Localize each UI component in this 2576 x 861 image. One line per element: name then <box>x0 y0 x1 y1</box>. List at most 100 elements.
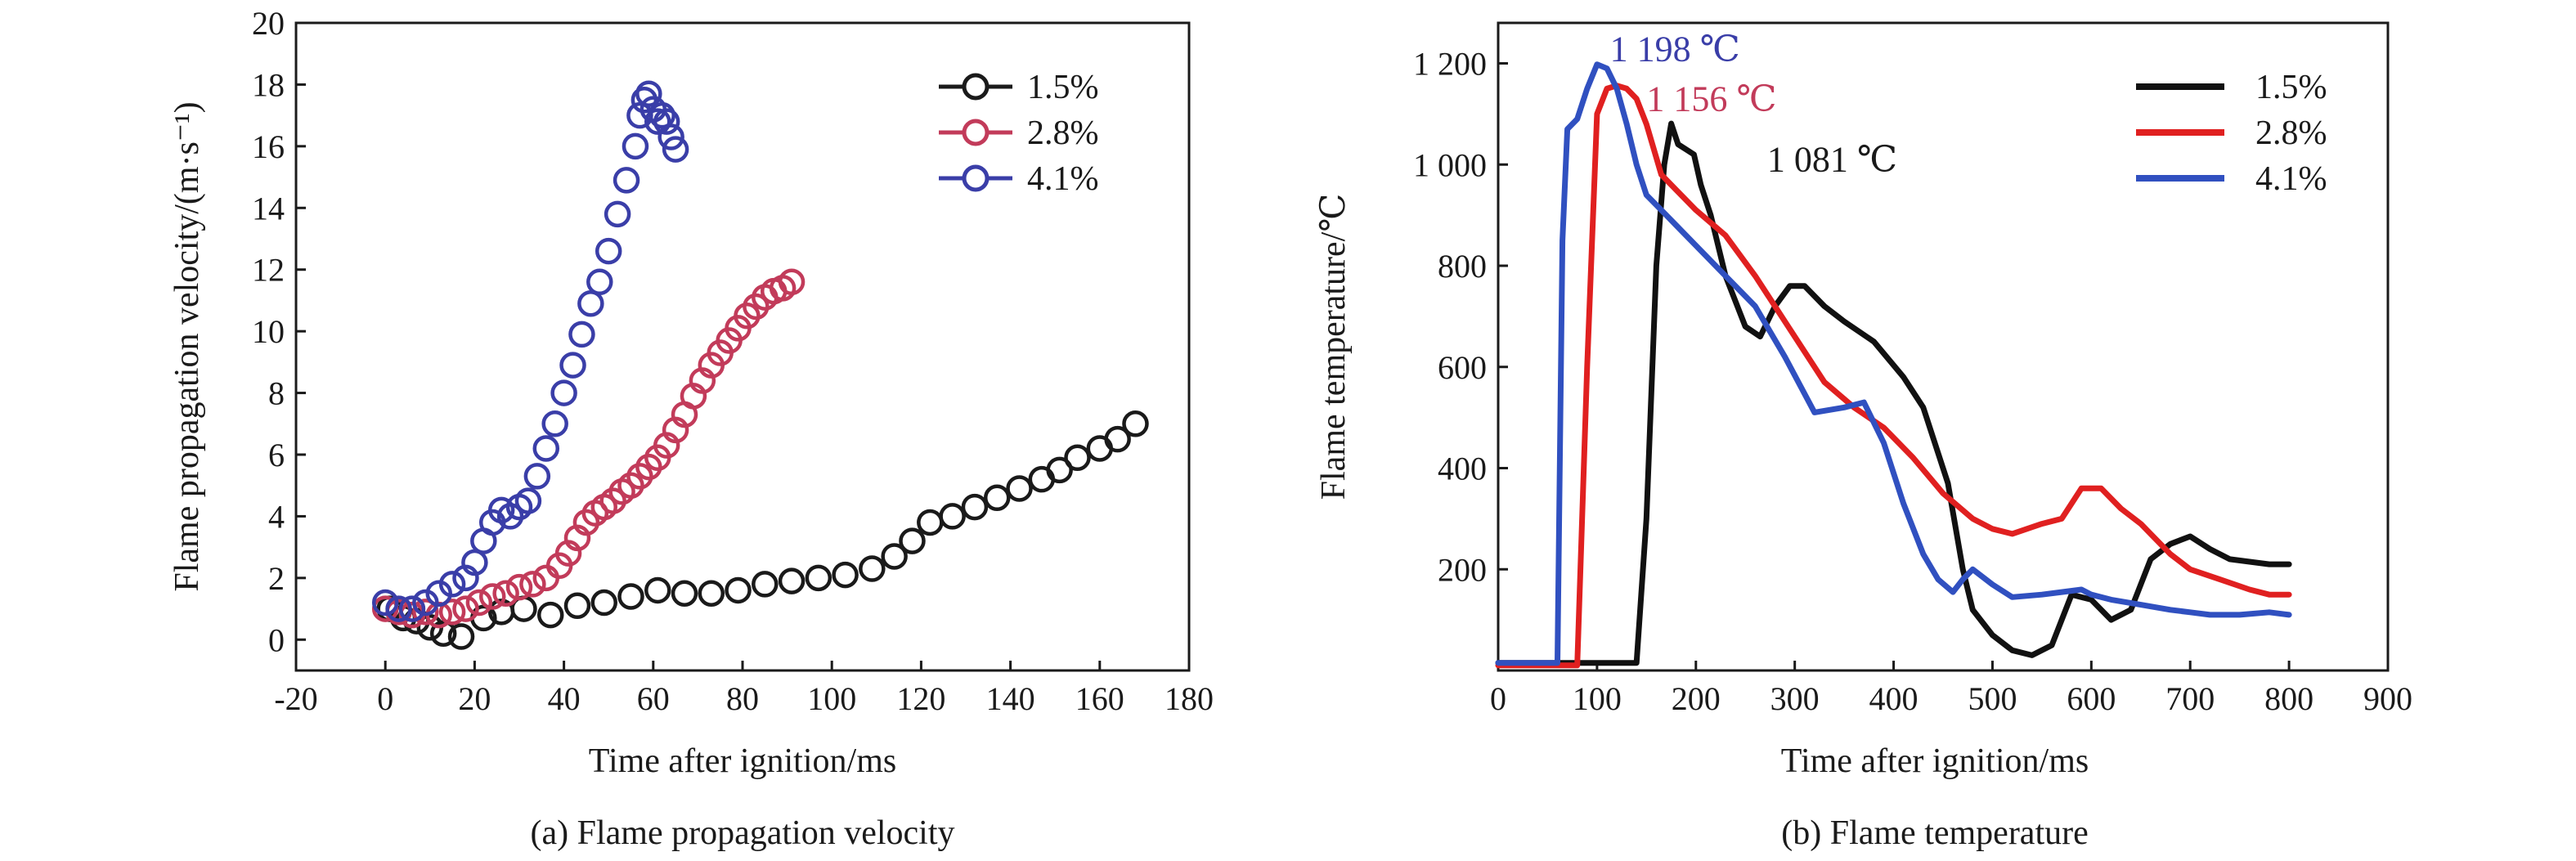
data-point <box>613 167 640 194</box>
data-point <box>1006 475 1033 502</box>
x-tick-label-a: 140 <box>986 680 1035 717</box>
legend-marker <box>962 73 990 101</box>
y-tick-label-a: 10 <box>252 313 285 350</box>
legend-label: 2.8% <box>1027 114 1099 152</box>
data-point <box>447 623 475 650</box>
y-tick-label-a: 0 <box>268 621 285 658</box>
x-axis-label-a: Time after ignition/ms <box>589 742 896 780</box>
data-point <box>631 87 658 114</box>
x-tick-label-a: 100 <box>807 680 856 717</box>
data-point <box>917 509 944 536</box>
y-tick-label-a: 8 <box>268 375 285 412</box>
legend-label: 2.8% <box>2255 114 2327 152</box>
axes-a: -20 0 20 40 60 80 100 120 140 160 180 0 2 4 6 8 10 12 14 16… <box>252 5 1214 717</box>
data-point <box>438 599 466 626</box>
data-point <box>595 237 622 265</box>
data-point <box>429 620 457 647</box>
data-point <box>698 580 725 607</box>
data-point <box>465 589 493 617</box>
data-point <box>961 493 989 521</box>
x-tick-label-b: 600 <box>2067 680 2116 717</box>
x-tick-label-a: -20 <box>274 680 317 717</box>
y-tick-label-b: 400 <box>1438 451 1487 487</box>
data-point <box>805 564 832 592</box>
data-point <box>617 583 644 610</box>
peak-annotation: 1 081 ℃ <box>1767 140 1897 180</box>
series-b <box>1495 61 2292 669</box>
data-point <box>644 576 671 604</box>
data-point <box>1064 444 1091 472</box>
x-tick-label-b: 700 <box>2165 680 2215 717</box>
data-point <box>492 580 519 607</box>
data-point <box>635 453 662 481</box>
peak-annotation: 1 198 ℃ <box>1610 29 1740 70</box>
data-point <box>899 527 926 554</box>
data-point <box>412 599 439 626</box>
y-tick-label-a: 12 <box>252 252 285 289</box>
plot-frame-b <box>1497 21 2390 672</box>
x-tick-label-b: 300 <box>1770 680 1820 717</box>
data-point <box>859 555 886 582</box>
y-tick-label-a: 20 <box>252 5 285 42</box>
series-a <box>371 80 1149 650</box>
data-point <box>604 200 631 228</box>
x-tick-label-a: 60 <box>637 680 670 717</box>
series-2.8% <box>371 268 806 629</box>
data-point <box>653 108 680 135</box>
data-point <box>671 580 698 607</box>
data-point <box>412 589 439 617</box>
data-point <box>778 268 806 296</box>
y-tick-label-b: 1 200 <box>1413 46 1487 83</box>
data-point <box>1046 456 1073 484</box>
y-tick-label-a: 16 <box>252 128 285 165</box>
x-tick-label-a: 80 <box>726 680 759 717</box>
peak-annotation: 1 156 ℃ <box>1646 78 1776 119</box>
x-tick-label-b: 200 <box>1672 680 1721 717</box>
y-tick-label-b: 1 000 <box>1413 146 1487 183</box>
x-tick-label-a: 120 <box>896 680 945 717</box>
data-point <box>425 580 452 607</box>
legend-label: 1.5% <box>1027 69 1099 106</box>
x-tick-label-b: 100 <box>1573 680 1622 717</box>
data-point <box>496 503 524 530</box>
legend-label: 4.1% <box>1027 160 1099 198</box>
series-line-1.5% <box>1495 120 2292 666</box>
data-point <box>519 571 546 598</box>
data-point <box>536 601 564 629</box>
data-point <box>563 592 591 620</box>
data-point <box>657 123 684 150</box>
data-point <box>532 435 560 462</box>
data-point <box>452 595 479 622</box>
legend-label: 4.1% <box>2255 160 2327 198</box>
data-point <box>725 576 752 604</box>
data-point <box>586 268 613 296</box>
chart-panel-b: 0 100 200 300 400 500 600 700 800 900 200 400 600 800… <box>1315 21 2412 852</box>
y-tick-label-b: 800 <box>1438 248 1487 285</box>
data-point <box>599 487 626 514</box>
data-point <box>541 410 568 437</box>
data-point <box>514 487 542 514</box>
data-point <box>752 571 779 598</box>
y-tick-label-b: 600 <box>1438 349 1487 386</box>
y-tick-label-a: 6 <box>268 437 285 473</box>
chart-panel-a: -20 0 20 40 60 80 100 120 140 160 180 0 2 4 6 8 10 12 14 16… <box>168 5 1214 852</box>
x-tick-label-b: 0 <box>1490 680 1506 717</box>
x-axis-label-b: Time after ignition/ms <box>1781 742 2089 780</box>
y-tick-label-a: 4 <box>268 498 285 535</box>
data-point <box>523 463 551 490</box>
y-tick-label-a: 14 <box>252 190 285 226</box>
y-axis-label-b: Flame temperature/℃ <box>1315 194 1353 500</box>
x-tick-label-a: 0 <box>377 680 393 717</box>
data-point <box>648 101 675 129</box>
series-1.5% <box>376 410 1149 650</box>
caption-b: (b) Flame temperature <box>1781 814 2089 852</box>
data-point <box>568 321 595 348</box>
data-point <box>622 132 649 160</box>
data-point <box>832 561 859 589</box>
x-tick-label-b: 800 <box>2264 680 2313 717</box>
data-point <box>398 595 426 622</box>
data-point <box>734 303 761 330</box>
series-4.1% <box>371 80 689 622</box>
data-point <box>1104 425 1131 453</box>
